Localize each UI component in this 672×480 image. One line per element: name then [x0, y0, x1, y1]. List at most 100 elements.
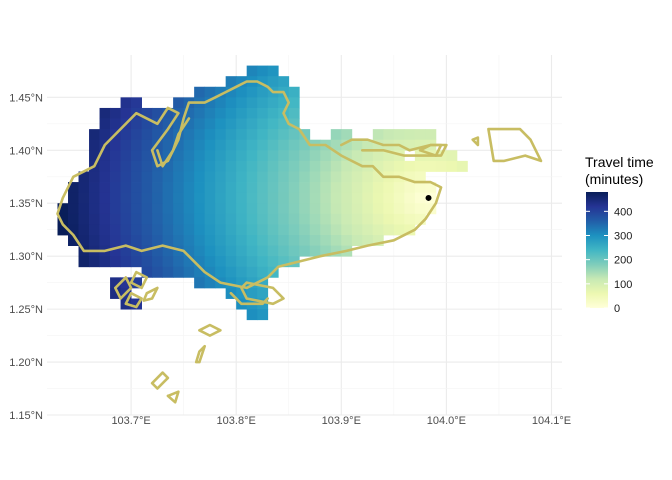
travel-time-cell	[225, 118, 237, 130]
travel-time-cell	[267, 76, 279, 88]
travel-time-cell	[183, 245, 195, 257]
travel-time-cell	[120, 213, 132, 225]
travel-time-cell	[152, 182, 164, 194]
travel-time-cell	[404, 171, 416, 183]
travel-time-cell	[152, 224, 164, 236]
travel-time-cell	[183, 118, 195, 130]
travel-time-cell	[267, 118, 279, 130]
travel-time-cell	[225, 192, 237, 204]
legend-tick-label: 300	[614, 231, 632, 243]
travel-time-cell	[372, 171, 384, 183]
travel-time-cell	[288, 224, 300, 236]
travel-time-cell	[257, 139, 269, 151]
travel-time-cell	[194, 192, 206, 204]
coastline-outline	[142, 286, 159, 302]
travel-time-cell	[236, 182, 248, 194]
travel-time-cell	[141, 213, 153, 225]
travel-time-cell	[257, 107, 269, 119]
travel-time-cell	[278, 235, 290, 246]
travel-time-cell	[246, 266, 258, 278]
travel-time-cell	[362, 139, 374, 151]
travel-time-cell	[204, 86, 216, 98]
travel-time-cell	[278, 76, 290, 88]
travel-time-cell	[414, 129, 426, 141]
travel-time-cell	[246, 245, 258, 257]
travel-time-cell	[246, 192, 258, 204]
travel-time-cell	[194, 129, 206, 141]
coastline-outline	[487, 127, 543, 163]
travel-time-cell	[278, 160, 290, 172]
travel-time-cell	[257, 245, 269, 257]
travel-time-cell	[225, 171, 237, 183]
travel-time-cell	[141, 129, 153, 141]
travel-time-cell	[57, 203, 69, 215]
travel-time-cell	[152, 266, 164, 278]
travel-time-cell	[246, 65, 258, 77]
travel-time-cell	[257, 203, 269, 215]
travel-time-cell	[362, 182, 374, 194]
travel-time-cell	[320, 171, 332, 183]
travel-time-cell	[236, 213, 248, 225]
travel-time-cell	[152, 203, 164, 215]
travel-time-cell	[320, 245, 332, 257]
travel-time-cell	[257, 76, 269, 88]
travel-time-cell	[404, 160, 416, 172]
travel-time-cell	[131, 203, 142, 215]
travel-time-cell	[173, 160, 185, 172]
travel-time-cell	[330, 203, 342, 215]
travel-time-cell	[141, 192, 153, 204]
travel-time-cell	[152, 245, 164, 257]
travel-time-cell	[225, 129, 237, 141]
travel-time-cell	[141, 118, 153, 130]
legend-tick-label: 100	[614, 279, 632, 291]
travel-time-cell	[225, 76, 237, 88]
travel-time-cell	[183, 224, 195, 236]
travel-time-cell	[267, 129, 279, 141]
travel-time-cell	[372, 192, 384, 204]
travel-time-cell	[110, 150, 121, 162]
travel-time-cell	[78, 256, 90, 268]
travel-time-cell	[288, 107, 300, 119]
travel-time-cell	[351, 160, 363, 172]
y-tick-label: 1.30°N	[9, 251, 43, 263]
travel-time-cell	[309, 192, 321, 204]
travel-time-cell	[183, 139, 195, 151]
travel-time-cell	[141, 139, 153, 151]
travel-time-cell	[278, 171, 290, 183]
travel-time-cell	[341, 139, 353, 151]
travel-time-cell	[288, 150, 300, 162]
travel-time-cell	[78, 192, 90, 204]
travel-time-cell	[278, 129, 290, 141]
travel-time-cell	[110, 107, 121, 119]
travel-time-cell	[225, 266, 237, 278]
travel-time-cell	[162, 235, 174, 246]
travel-time-cell	[131, 171, 142, 183]
travel-time-cell	[141, 150, 153, 162]
travel-time-cell	[141, 245, 153, 257]
travel-time-cell	[383, 129, 395, 141]
travel-time-cell	[330, 245, 342, 257]
travel-time-cell	[89, 129, 100, 141]
coastline-outline	[129, 270, 149, 290]
travel-time-cell	[236, 150, 248, 162]
travel-time-cell	[152, 150, 164, 162]
travel-time-cell	[225, 224, 237, 236]
travel-time-cell	[162, 203, 174, 215]
travel-time-cell	[414, 203, 426, 215]
travel-time-cell	[131, 235, 142, 246]
travel-time-cell	[288, 160, 300, 172]
travel-time-cell	[246, 256, 258, 268]
travel-time-cell	[236, 97, 248, 109]
travel-time-cell	[267, 192, 279, 204]
travel-time-cell	[257, 97, 269, 109]
travel-time-cell	[173, 266, 185, 278]
travel-time-cell	[194, 256, 206, 268]
travel-time-cell	[351, 150, 363, 162]
travel-time-cell	[120, 182, 132, 194]
travel-time-cell	[225, 256, 237, 268]
travel-time-cell	[162, 256, 174, 268]
travel-time-cell	[372, 129, 384, 141]
y-tick-label: 1.40°N	[9, 145, 43, 157]
travel-time-cell	[131, 277, 142, 289]
travel-time-cell	[236, 266, 248, 278]
